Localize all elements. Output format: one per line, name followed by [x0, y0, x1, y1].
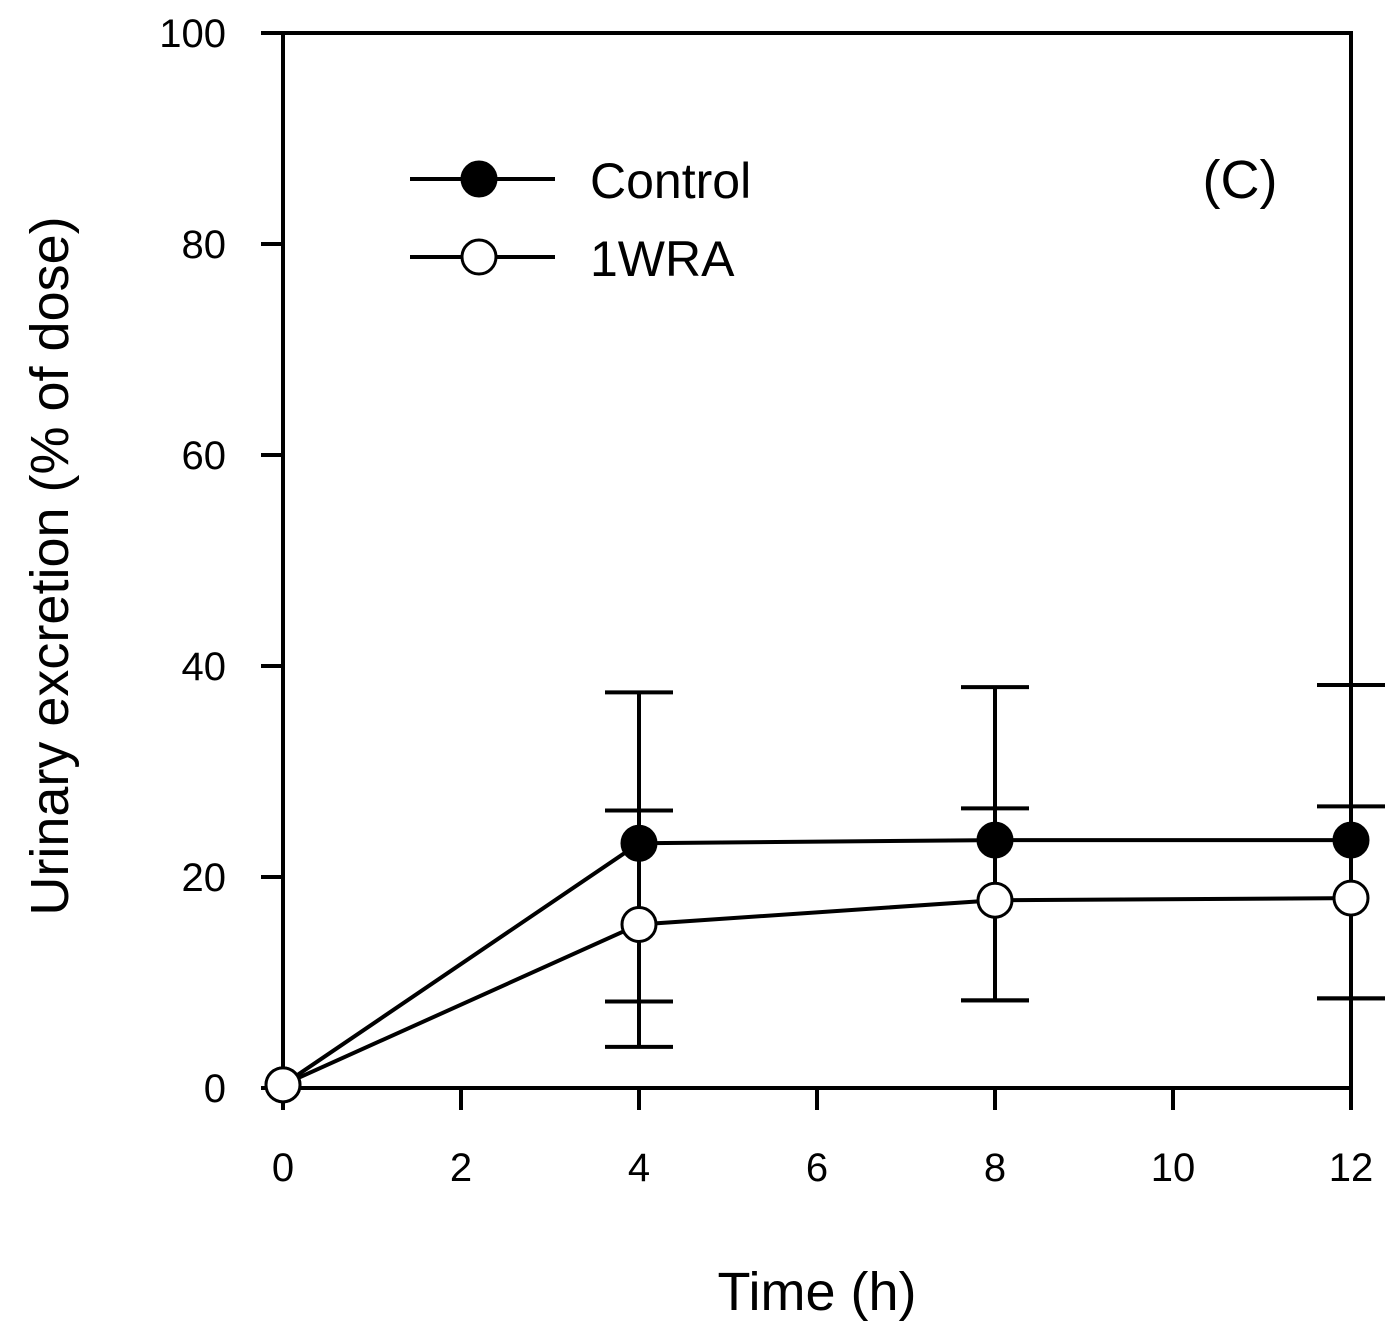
panel-label: (C) — [1203, 150, 1278, 210]
legend-1wra-label: 1WRA — [590, 231, 735, 287]
x-axis-ticks: 0 2 4 6 8 10 12 — [272, 1088, 1373, 1190]
x-tick-label: 4 — [628, 1146, 650, 1190]
y-tick-label: 100 — [159, 12, 226, 56]
y-axis-title: Urinary excretion (% of dose) — [20, 216, 80, 915]
x-tick-label: 6 — [806, 1146, 828, 1190]
point-1wra — [1332, 879, 1370, 917]
point-control — [1332, 821, 1370, 859]
point-1wra — [264, 1066, 302, 1104]
point-control — [620, 824, 658, 862]
point-control — [976, 821, 1014, 859]
series-line-control — [281, 838, 1351, 1087]
x-tick-label: 2 — [450, 1146, 472, 1190]
series-markers — [264, 821, 1370, 1104]
legend-1wra-marker — [460, 238, 498, 276]
point-1wra — [620, 905, 658, 943]
y-tick-label: 80 — [182, 223, 227, 267]
legend-control-marker — [460, 160, 498, 198]
series-lines — [281, 838, 1352, 1087]
x-axis-title: Time (h) — [718, 1262, 917, 1322]
legend: Control 1WRA — [410, 153, 751, 287]
y-tick-label: 40 — [182, 645, 227, 689]
y-tick-label: 20 — [182, 856, 227, 900]
x-tick-label: 10 — [1151, 1146, 1196, 1190]
y-axis-ticks: 0 20 40 60 80 100 — [159, 12, 283, 1111]
y-tick-label: 60 — [182, 434, 227, 478]
x-tick-label: 8 — [984, 1146, 1006, 1190]
plot-frame — [281, 31, 1353, 1090]
series-line-1wra — [282, 896, 1352, 1087]
x-tick-label: 0 — [272, 1146, 294, 1190]
error-bars — [605, 682, 1385, 1049]
y-tick-label: 0 — [204, 1067, 226, 1111]
x-tick-label: 12 — [1329, 1146, 1374, 1190]
legend-control-label: Control — [590, 153, 751, 209]
point-1wra — [976, 881, 1014, 919]
